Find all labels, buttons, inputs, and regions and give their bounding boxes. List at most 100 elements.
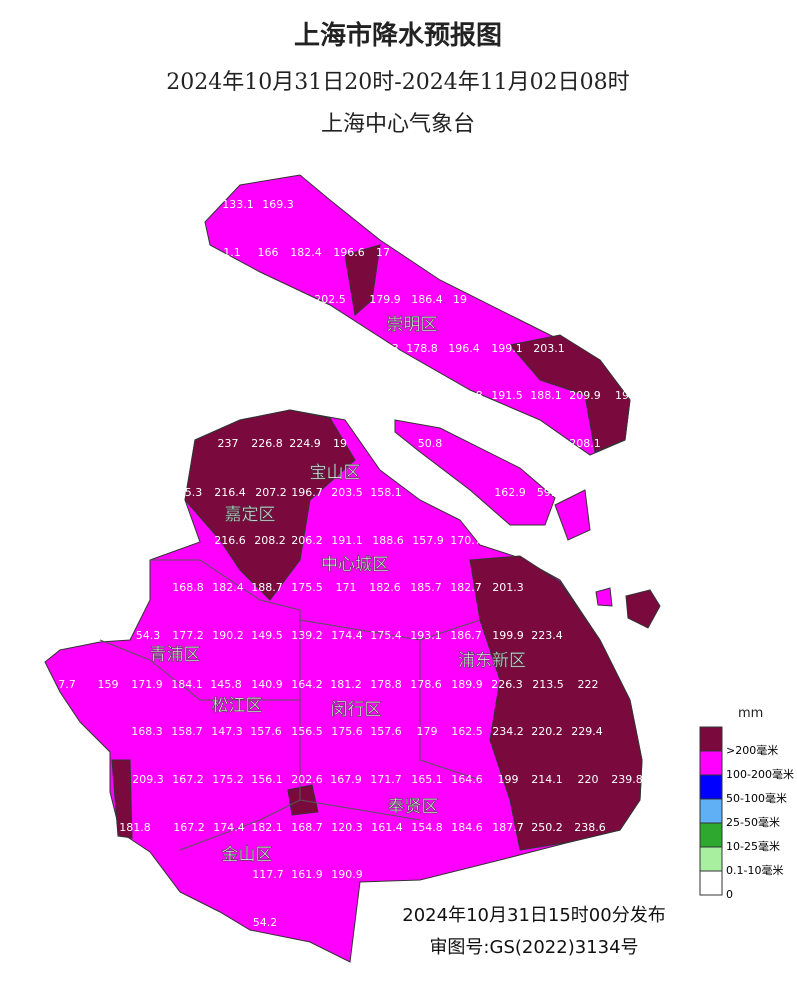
legend-label: 50-100毫米: [726, 791, 787, 805]
legend-swatch: [699, 846, 723, 872]
station-value: 188.6: [372, 534, 404, 547]
station-value: 7.7: [58, 678, 76, 691]
district-label: 奉贤区: [388, 797, 439, 817]
station-value: 239.8: [611, 773, 643, 786]
station-value: 157.6: [370, 725, 402, 738]
station-value: 174.4: [331, 629, 363, 642]
station-value: 175.5: [291, 581, 323, 594]
legend-label: >200毫米: [726, 743, 778, 757]
station-value: 216.6: [214, 534, 246, 547]
station-value: 169.3: [262, 198, 294, 211]
station-value: 182.1: [251, 821, 283, 834]
station-value: 149.5: [251, 629, 283, 642]
issued: 2024年10月31日15时00分发布: [402, 905, 665, 926]
station-value: 54.3: [136, 629, 161, 642]
legend-unit: mm: [738, 706, 763, 721]
station-value: 168.8: [172, 581, 204, 594]
legend-swatch: [699, 870, 723, 896]
station-value: 199.1: [491, 342, 523, 355]
station-value: 206.2: [291, 534, 323, 547]
station-value: 178.8: [370, 678, 402, 691]
station-value: 203.1: [533, 342, 565, 355]
station-value: 226.8: [251, 437, 283, 450]
station-value: 193.1: [410, 629, 442, 642]
station-value: 220: [578, 773, 599, 786]
station-value: 19: [615, 389, 629, 402]
station-value: 145.8: [210, 678, 242, 691]
station-value: 158.1: [370, 486, 402, 499]
station-value: 191.5: [491, 389, 523, 402]
hengsha: [554, 489, 591, 541]
subtitle: 2024年10月31日20时-2024年11月02日08时: [166, 70, 629, 95]
islet-high: [625, 589, 661, 629]
station-value: 220.2: [531, 725, 563, 738]
station-value: 140.9: [251, 678, 283, 691]
station-value: 184.6: [451, 821, 483, 834]
mainland: [44, 409, 643, 963]
station-value: 237: [218, 437, 239, 450]
district-label: 金山区: [222, 845, 273, 865]
station-value: 202.5: [314, 293, 346, 306]
station-value: 167.2: [172, 773, 204, 786]
station-value: 17: [376, 246, 390, 259]
station-value: 201.3: [492, 581, 524, 594]
west-high: [111, 759, 319, 839]
station-value: 186.4: [411, 293, 443, 306]
district-label: 崇明区: [387, 315, 438, 335]
station-value: 209.9: [569, 389, 601, 402]
station-value: 182.7: [450, 581, 482, 594]
station-value: 179.9: [369, 293, 401, 306]
station-value: 120.3: [331, 821, 363, 834]
station-value: 168.3: [131, 725, 163, 738]
station-value: 209.3: [132, 773, 164, 786]
station-value: 196.4: [448, 342, 480, 355]
legend-swatch: [699, 798, 723, 824]
station-value: 207.2: [255, 486, 287, 499]
legend-swatch: [699, 822, 723, 848]
legend-label: 25-50毫米: [726, 815, 780, 829]
station-value: 157.6: [250, 725, 282, 738]
station-value: 208.1: [569, 437, 601, 450]
station-value: 54.2: [253, 916, 278, 929]
district-label: 闵行区: [331, 700, 382, 720]
station-value: 171.7: [370, 773, 402, 786]
station-value: 181.2: [330, 678, 362, 691]
chongming-high: [344, 244, 631, 453]
station-value: 161.4: [371, 821, 403, 834]
station-value: 199: [498, 773, 519, 786]
station-value: 167.9: [330, 773, 362, 786]
station-value: 175.2: [212, 773, 244, 786]
station-value: 164.2: [291, 678, 323, 691]
station-value: 157.9: [412, 534, 444, 547]
station-value: 238.6: [574, 821, 606, 834]
station-value: 179: [417, 725, 438, 738]
station-value: 216.4: [214, 486, 246, 499]
station-value: 159.3: [367, 342, 399, 355]
legend-label: 100-200毫米: [726, 767, 794, 781]
legend-label: 10-25毫米: [726, 839, 780, 853]
station-value: 182.6: [369, 581, 401, 594]
station-value: 187.7: [492, 821, 524, 834]
district-label: 宝山区: [310, 463, 361, 483]
station-value: 05.3: [178, 486, 203, 499]
approval: 审图号:GS(2022)3134号: [429, 937, 638, 958]
station-value: 139.2: [291, 629, 323, 642]
station-value: 147.3: [211, 725, 243, 738]
station-value: 19: [333, 437, 347, 450]
legend-swatch: [699, 726, 723, 752]
station-value: 170.7: [450, 534, 482, 547]
station-value: 178.8: [406, 342, 438, 355]
station-value: 185.7: [410, 581, 442, 594]
station-value: 213.5: [532, 678, 564, 691]
station-value: 177.8: [451, 389, 483, 402]
station-value: 154.8: [411, 821, 443, 834]
issuer: 上海中心气象台: [321, 112, 475, 137]
station-value: 234.2: [492, 725, 524, 738]
land: [44, 174, 661, 963]
station-value: 182.4: [212, 581, 244, 594]
station-value: 184.1: [171, 678, 203, 691]
station-value: 178.6: [410, 678, 442, 691]
station-value: 167.2: [173, 821, 205, 834]
station-value: 182.4: [290, 246, 322, 259]
